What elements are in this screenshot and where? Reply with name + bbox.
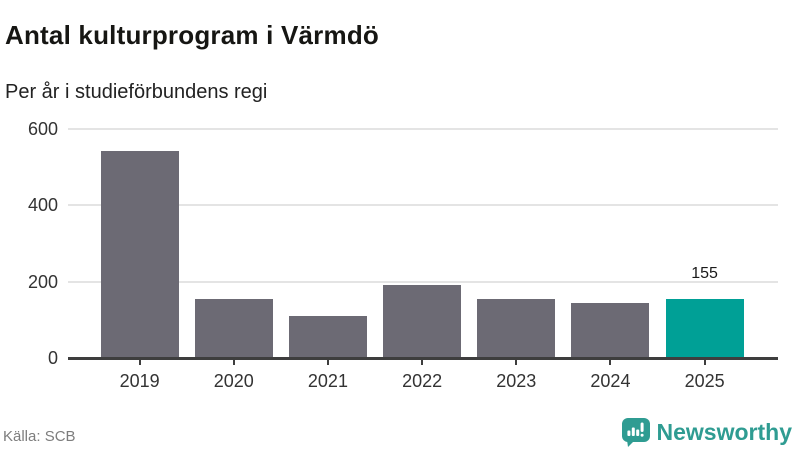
bar-2022 bbox=[383, 285, 462, 358]
x-axis-tick bbox=[609, 358, 612, 365]
x-axis-tick bbox=[138, 358, 141, 365]
y-axis-tick-label: 600 bbox=[27, 118, 58, 139]
bar-2020 bbox=[194, 298, 273, 358]
x-axis-tick bbox=[515, 358, 518, 365]
gridline-y-200 bbox=[68, 280, 778, 283]
bar-2021 bbox=[288, 315, 367, 358]
bar-2024 bbox=[571, 302, 650, 358]
y-axis-tick-label: 400 bbox=[27, 195, 58, 215]
x-axis-tick bbox=[421, 358, 424, 365]
bar-2025 bbox=[665, 298, 744, 358]
y-axis-tick-label: 0 bbox=[47, 348, 58, 368]
x-axis-tick-label: 2019 bbox=[119, 371, 160, 391]
x-axis-tick-label: 2024 bbox=[590, 371, 631, 391]
newsworthy-logo: Newsworthy bbox=[621, 417, 792, 447]
newsworthy-logo-icon bbox=[621, 417, 650, 447]
y-axis-tick-label: 200 bbox=[27, 271, 58, 292]
x-axis-tick-label: 2025 bbox=[684, 371, 725, 391]
bar-2019 bbox=[100, 151, 179, 358]
x-axis-tick-label: 2020 bbox=[213, 371, 254, 391]
x-axis-tick-label: 2022 bbox=[402, 371, 443, 391]
x-axis-tick bbox=[326, 358, 329, 365]
x-axis-tick-label: 2021 bbox=[307, 371, 348, 391]
x-axis-tick-label: 2023 bbox=[496, 371, 537, 391]
gridline-y-400 bbox=[68, 204, 778, 206]
x-axis-tick bbox=[703, 358, 706, 365]
chart-subtitle: Per år i studieförbundens regi bbox=[5, 80, 268, 103]
source-label: Källa: SCB bbox=[3, 428, 76, 445]
gridline-y-600 bbox=[68, 127, 778, 130]
newsworthy-logo-text: Newsworthy bbox=[656, 419, 792, 445]
x-axis-tick bbox=[232, 358, 235, 365]
x-axis-line bbox=[68, 356, 778, 360]
chart-title: Antal kulturprogram i Värmdö bbox=[5, 20, 379, 51]
bar-value-label: 155 bbox=[691, 264, 718, 282]
bar-2023 bbox=[477, 298, 556, 358]
